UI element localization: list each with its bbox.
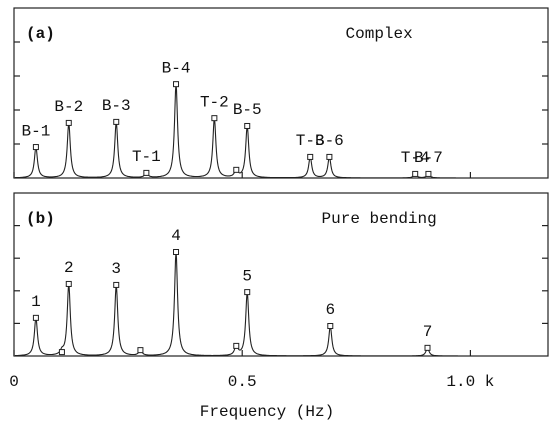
x-tick-label: 1.0 k xyxy=(446,373,494,391)
peak-marker xyxy=(244,289,251,296)
x-axis-label: Frequency (Hz) xyxy=(200,403,334,421)
peak-label: B-3 xyxy=(102,97,131,115)
peak-label: B-2 xyxy=(54,98,83,116)
peak-marker xyxy=(233,342,240,349)
peak-marker xyxy=(58,349,65,356)
peak-marker xyxy=(412,170,419,177)
panel-title: Complex xyxy=(346,25,413,43)
panel-frame xyxy=(13,192,549,357)
spectrum-curve xyxy=(14,83,547,179)
peak-marker xyxy=(143,169,150,176)
peak-label: 5 xyxy=(242,267,252,285)
peak-marker xyxy=(307,153,314,160)
peak-label: T-1 xyxy=(132,148,161,166)
peak-label: B-6 xyxy=(315,132,344,150)
peak-marker xyxy=(244,122,251,129)
peak-label: 4 xyxy=(171,227,181,245)
peak-marker xyxy=(327,323,334,330)
peak-marker xyxy=(425,170,432,177)
peak-marker xyxy=(211,115,218,122)
peak-marker xyxy=(233,166,240,173)
peak-marker xyxy=(32,314,39,321)
x-tick-label: 0.5 xyxy=(228,373,257,391)
panel-label: (a) xyxy=(26,25,55,43)
peak-label: B-4 xyxy=(162,59,191,77)
panel-frame xyxy=(13,7,549,179)
peak-marker xyxy=(424,344,431,351)
peak-marker xyxy=(32,144,39,151)
peak-marker xyxy=(65,119,72,126)
peak-label: T-2 xyxy=(200,93,229,111)
peak-label: B-1 xyxy=(22,122,51,140)
peak-marker xyxy=(173,249,180,256)
panel-title: Pure bending xyxy=(322,210,437,228)
peak-marker xyxy=(113,281,120,288)
spectrum-curve xyxy=(15,251,547,357)
panel-label: (b) xyxy=(26,210,55,228)
peak-label: 3 xyxy=(111,260,121,278)
peak-label: 1 xyxy=(31,293,41,311)
peak-label: T-4 xyxy=(401,149,430,167)
peak-label: B-7 xyxy=(414,149,443,167)
peak-label: 2 xyxy=(64,259,74,277)
peak-label: B-5 xyxy=(233,101,262,119)
peak-marker xyxy=(326,153,333,160)
peak-marker xyxy=(65,280,72,287)
peak-label: 6 xyxy=(325,301,335,319)
peak-label: 7 xyxy=(423,323,433,341)
peak-label: T-3 xyxy=(296,132,325,150)
peak-marker xyxy=(113,118,120,125)
x-tick-label: 0 xyxy=(9,373,19,391)
peak-marker xyxy=(137,347,144,354)
peak-marker xyxy=(173,81,180,88)
